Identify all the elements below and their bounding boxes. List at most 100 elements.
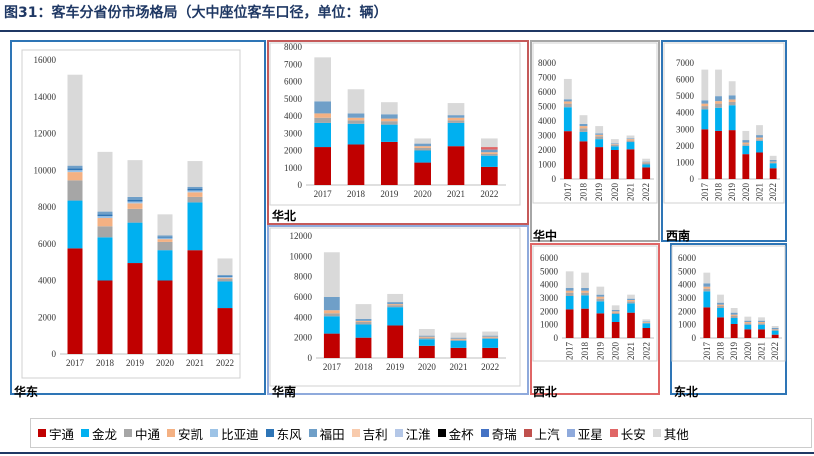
y-tick-label: 3000: [284, 128, 303, 138]
bar-segment: [730, 312, 738, 315]
x-tick-label: 2021: [626, 183, 636, 201]
bar-segment: [642, 161, 651, 163]
bar-segment: [418, 335, 435, 337]
bar-segment: [482, 336, 499, 338]
y-tick-label: 2000: [676, 141, 695, 151]
bar-segment: [627, 298, 635, 300]
bar-segment: [742, 144, 750, 146]
bar-segment: [756, 140, 763, 153]
y-tick-label: 6000: [678, 253, 697, 263]
bar-segment: [728, 95, 736, 100]
bar-segment: [610, 146, 619, 150]
bar-segment: [414, 147, 431, 151]
x-tick-label: 2021: [186, 358, 204, 368]
bar-segment: [387, 325, 404, 358]
bar-segment: [769, 168, 777, 179]
bar-segment: [314, 57, 331, 102]
bar-segment: [703, 288, 711, 292]
bar-segment: [769, 163, 777, 169]
bar-segment: [187, 161, 203, 187]
bar-segment: [771, 330, 779, 331]
bar-segment: [579, 123, 588, 127]
bar-segment: [715, 130, 722, 179]
bar-segment: [187, 250, 203, 354]
y-tick-label: 4000: [676, 108, 695, 118]
bar-segment: [355, 320, 372, 322]
bar-segment: [127, 263, 143, 354]
x-tick-label: 2019: [595, 342, 605, 361]
bar-segment: [450, 339, 467, 341]
y-tick-label: 4000: [678, 280, 697, 290]
bar-segment: [626, 140, 635, 143]
bar-segment: [579, 141, 588, 179]
y-tick-label: 0: [298, 180, 303, 190]
y-tick-label: 6000: [540, 253, 559, 263]
bar-segment: [565, 292, 574, 296]
bar-segment: [347, 123, 365, 145]
y-tick-label: 4000: [294, 312, 313, 322]
bar-segment: [715, 101, 722, 104]
bar-segment: [481, 153, 498, 156]
plot-frame: [663, 42, 785, 204]
y-tick-label: 2000: [678, 306, 697, 316]
bar-segment: [728, 105, 736, 131]
y-tick-label: 0: [690, 174, 695, 184]
bar-segment: [627, 294, 635, 299]
bar-segment: [730, 324, 738, 338]
bar-segment: [418, 339, 435, 346]
x-tick-label: 2022: [480, 189, 498, 199]
bar-segment: [347, 113, 365, 118]
bar-segment: [730, 316, 738, 318]
bar-segment: [756, 139, 763, 141]
bar-segment: [703, 283, 711, 287]
x-tick-label: 2017: [323, 362, 342, 372]
bar-segment: [127, 208, 143, 223]
bar-segment: [595, 126, 604, 134]
y-tick-label: 1000: [284, 163, 303, 173]
bar-segment: [381, 141, 398, 185]
bar-segment: [355, 324, 372, 338]
y-tick-label: 2000: [38, 312, 57, 322]
y-tick-label: 6000: [38, 239, 57, 249]
bar-segment: [769, 159, 777, 162]
legend-item: 奇瑞: [480, 424, 517, 443]
bar-segment: [717, 302, 724, 305]
legend-swatch: [351, 429, 360, 437]
x-tick-label: 2022: [641, 183, 651, 201]
bar-segment: [187, 196, 203, 203]
region-label: 华北: [272, 209, 297, 223]
bar-segment: [730, 318, 738, 324]
y-tick-label: 5000: [538, 102, 557, 112]
y-tick-label: 4000: [284, 111, 303, 121]
bar-segment: [756, 152, 763, 179]
bar-segment: [627, 301, 635, 304]
bar-segment: [565, 309, 574, 338]
chart-panel: 0 1000 2000 3000 4000 5000 6000 2017 2018 2019 202…: [530, 243, 660, 399]
bar-segment: [217, 275, 233, 277]
bar-segment: [187, 188, 203, 191]
bar-segment: [127, 222, 143, 264]
x-tick-label: 2020: [741, 183, 751, 202]
bar-segment: [742, 154, 750, 179]
bar-segment: [730, 314, 738, 316]
legend-label: 长安: [620, 426, 646, 442]
x-tick-label: 2020: [610, 183, 620, 202]
bar-segment: [565, 290, 574, 293]
x-tick-label: 2017: [314, 189, 333, 199]
bar-segment: [595, 136, 604, 140]
bar-segment: [563, 78, 572, 100]
bar-segment: [595, 139, 604, 148]
bar-segment: [771, 330, 779, 335]
bar-segment: [703, 286, 711, 289]
y-tick-label: 0: [554, 333, 559, 343]
bar-segment: [703, 272, 711, 284]
x-tick-label: 2020: [414, 189, 433, 199]
chart-panel: 0 1000 2000 3000 4000 5000 6000 7000 2017 2018 201…: [661, 40, 787, 243]
bar-segment: [447, 117, 465, 121]
bar-segment: [626, 139, 635, 141]
bar-segment: [744, 316, 752, 321]
x-tick-label: 2019: [126, 358, 145, 368]
